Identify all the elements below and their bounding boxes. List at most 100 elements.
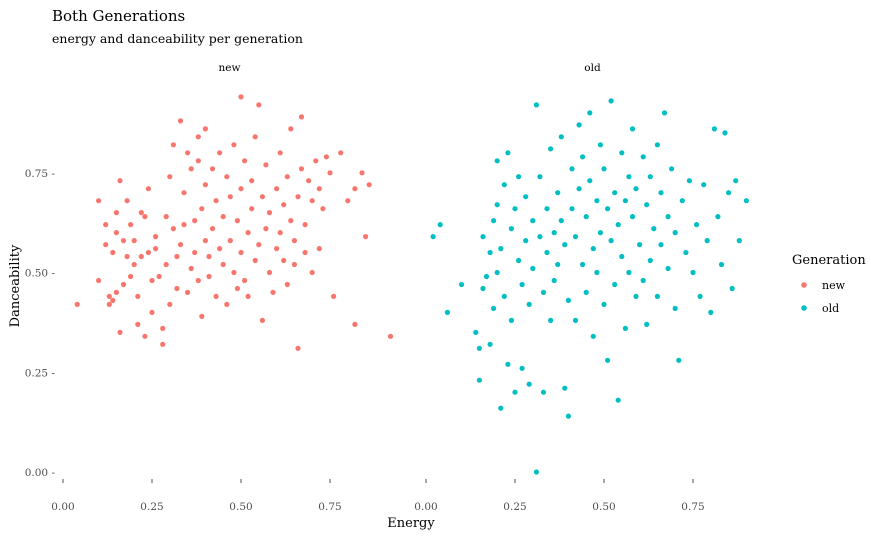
point-new xyxy=(170,142,176,148)
x-tick-label: 0.50 xyxy=(592,501,615,513)
point-new xyxy=(288,218,294,224)
point-new xyxy=(359,170,365,176)
point-new xyxy=(160,325,166,331)
point-old xyxy=(576,122,582,128)
point-new xyxy=(185,150,191,156)
point-new xyxy=(274,186,280,192)
point-old xyxy=(629,126,636,132)
point-new xyxy=(274,246,280,252)
point-new xyxy=(323,154,329,160)
point-old xyxy=(626,174,632,180)
point-old xyxy=(555,261,561,268)
point-new xyxy=(284,174,290,180)
point-old xyxy=(612,190,618,196)
point-new xyxy=(331,293,337,299)
point-old xyxy=(494,158,500,164)
point-new xyxy=(149,309,155,315)
point-old xyxy=(508,317,514,323)
y-axis: 0.00 - 0.25 - 0.50 - 0.75 - xyxy=(25,168,56,479)
point-new xyxy=(120,238,127,244)
point-old xyxy=(676,357,682,363)
point-old xyxy=(572,234,579,240)
x-tick-label: 0.50 xyxy=(229,501,252,513)
point-new xyxy=(206,273,212,280)
point-old xyxy=(619,150,625,156)
point-new xyxy=(149,277,155,284)
point-new xyxy=(220,214,226,220)
point-old xyxy=(661,110,668,116)
point-old xyxy=(658,190,664,196)
x-tick-label: 0.00 xyxy=(414,501,437,513)
point-new xyxy=(195,134,201,140)
x-axis-title: Energy xyxy=(387,516,435,531)
point-old xyxy=(658,242,664,248)
point-new xyxy=(199,206,205,212)
point-new xyxy=(338,150,344,156)
point-old xyxy=(505,150,511,156)
point-old xyxy=(640,277,646,284)
legend: Generation new old xyxy=(792,253,866,315)
point-old xyxy=(548,317,554,323)
point-new xyxy=(295,345,301,351)
point-new xyxy=(345,198,351,204)
point-new xyxy=(266,269,273,276)
point-old xyxy=(743,198,750,204)
point-old xyxy=(565,297,572,303)
point-new xyxy=(138,253,144,260)
point-old xyxy=(437,222,443,228)
point-old xyxy=(608,238,614,244)
point-new xyxy=(192,218,198,224)
point-new xyxy=(128,273,134,280)
point-old xyxy=(708,309,714,315)
point-new xyxy=(320,206,326,212)
point-new xyxy=(352,186,358,192)
point-old xyxy=(501,293,507,299)
point-new xyxy=(145,249,151,256)
point-new xyxy=(256,242,262,248)
x-tick-label: 0.00 xyxy=(51,501,74,513)
point-new xyxy=(153,234,159,240)
point-old xyxy=(644,321,650,327)
point-old xyxy=(533,102,540,108)
point-new xyxy=(135,293,141,299)
point-old xyxy=(476,377,482,383)
point-new xyxy=(249,206,255,212)
point-new xyxy=(103,242,109,248)
point-old xyxy=(544,249,550,256)
point-old xyxy=(508,226,514,232)
point-old xyxy=(686,178,693,184)
point-old xyxy=(562,242,568,248)
point-old xyxy=(704,238,710,244)
point-old xyxy=(694,222,700,228)
point-old xyxy=(487,249,493,256)
point-old xyxy=(551,277,557,284)
point-old xyxy=(551,230,557,236)
point-old xyxy=(608,98,614,104)
point-new xyxy=(202,238,208,244)
point-new xyxy=(174,285,180,292)
point-new xyxy=(117,329,123,335)
point-old xyxy=(558,218,564,224)
point-new xyxy=(160,341,166,347)
scatter-points xyxy=(74,94,750,475)
point-new xyxy=(224,301,230,307)
point-new xyxy=(249,178,255,184)
point-new xyxy=(266,210,273,216)
point-old xyxy=(679,198,685,204)
point-old xyxy=(494,202,500,208)
point-old xyxy=(444,309,450,315)
point-new xyxy=(188,166,194,172)
point-old xyxy=(622,198,629,204)
point-old xyxy=(597,142,604,148)
point-old xyxy=(697,293,703,299)
point-new xyxy=(135,321,141,327)
point-new xyxy=(238,249,244,256)
point-new xyxy=(302,222,308,228)
point-old xyxy=(580,261,586,268)
point-new xyxy=(245,230,251,236)
point-new xyxy=(227,194,233,200)
point-new xyxy=(131,238,137,244)
point-old xyxy=(537,174,543,180)
point-new xyxy=(263,226,269,232)
point-new xyxy=(142,214,148,220)
